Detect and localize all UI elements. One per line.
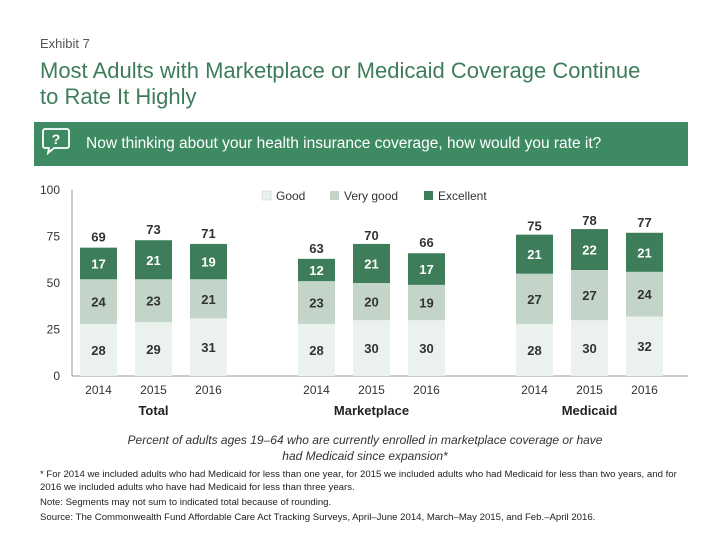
data-label: 24 <box>91 295 106 310</box>
total-label: 70 <box>364 228 378 243</box>
bar-segment-excellent <box>298 258 335 282</box>
bar-segment-excellent <box>80 247 117 280</box>
bar-segment-good <box>298 323 335 376</box>
data-label: 22 <box>582 243 596 258</box>
legend-label: Excellent <box>438 189 487 203</box>
footnote-star: * For 2014 we included adults who had Me… <box>40 469 677 493</box>
legend-label: Good <box>276 189 305 203</box>
question-bubble-icon: ? <box>42 128 70 155</box>
data-label: 21 <box>527 247 541 262</box>
bar-segment-very-good <box>571 269 608 321</box>
bar-segment-good <box>408 320 445 376</box>
x-tick-label: 2014 <box>85 383 112 397</box>
data-label: 27 <box>582 288 596 303</box>
total-label: 63 <box>309 241 323 256</box>
chart-subtitle: Percent of adults ages 19–64 who are cur… <box>127 433 603 463</box>
bar-segment-good <box>571 320 608 376</box>
svg-text:?: ? <box>52 131 61 147</box>
bar-segment-very-good <box>353 283 390 321</box>
y-tick-label: 100 <box>40 183 60 197</box>
data-label: 17 <box>419 262 433 277</box>
data-label: 12 <box>309 263 323 278</box>
x-tick-label: 2016 <box>195 383 222 397</box>
data-label: 28 <box>527 343 541 358</box>
x-tick-label: 2016 <box>413 383 440 397</box>
legend-label: Very good <box>344 189 398 203</box>
data-label: 28 <box>91 343 105 358</box>
data-label: 32 <box>637 339 651 354</box>
y-tick-label: 0 <box>53 369 60 383</box>
bar-segment-good <box>626 316 663 376</box>
data-label: 21 <box>201 292 215 307</box>
data-label: 30 <box>364 341 378 356</box>
group-label: Marketplace <box>334 403 409 418</box>
data-label: 19 <box>419 296 433 311</box>
bar-segment-good <box>80 323 117 376</box>
question-text: Now thinking about your health insurance… <box>86 135 602 152</box>
bar-segment-very-good <box>408 284 445 321</box>
total-label: 78 <box>582 213 596 228</box>
bar-segment-very-good <box>298 281 335 324</box>
x-tick-label: 2014 <box>303 383 330 397</box>
x-tick-label: 2016 <box>631 383 658 397</box>
data-label: 20 <box>364 295 378 310</box>
data-label: 24 <box>637 287 652 302</box>
group-label: Medicaid <box>562 403 618 418</box>
data-label: 27 <box>527 292 541 307</box>
bar-segment-very-good <box>135 279 172 323</box>
data-label: 30 <box>582 341 596 356</box>
source-label: Source: <box>40 512 74 523</box>
group-label: Total <box>138 403 168 418</box>
data-label: 21 <box>146 253 160 268</box>
bar-segment-good <box>516 323 553 376</box>
data-label: 31 <box>201 340 215 355</box>
total-label: 77 <box>637 215 651 230</box>
source-text: The Commonwealth Fund Affordable Care Ac… <box>75 512 596 523</box>
bar-segment-excellent <box>190 243 227 280</box>
page-title: Most Adults with Marketplace or Medicaid… <box>40 58 641 109</box>
data-label: 17 <box>91 256 105 271</box>
data-label: 28 <box>309 343 323 358</box>
bar-segment-excellent <box>626 232 663 272</box>
legend-swatch <box>261 190 272 201</box>
total-label: 73 <box>146 222 160 237</box>
data-label: 19 <box>201 255 215 270</box>
legend-swatch <box>424 191 433 200</box>
stacked-bar-chart: 0 25 50 75 100 Good Very good Excellent 28 24 17 69… <box>40 183 688 418</box>
bar-segment-very-good <box>626 271 663 317</box>
bar-segment-very-good <box>80 279 117 324</box>
data-label: 23 <box>146 294 160 309</box>
bar-segment-good <box>353 320 390 376</box>
total-label: 71 <box>201 226 215 241</box>
footnote-source: Source: The Commonwealth Fund Affordable… <box>40 511 690 524</box>
x-tick-label: 2015 <box>576 383 603 397</box>
total-label: 69 <box>91 230 105 245</box>
y-tick-label: 25 <box>47 323 61 337</box>
y-tick-label: 75 <box>47 230 61 244</box>
data-label: 21 <box>637 245 651 260</box>
bar-segment-very-good <box>516 273 553 324</box>
bar-segment-excellent <box>408 253 445 285</box>
bar-segment-good <box>190 318 227 376</box>
bar-segment-excellent <box>571 229 608 270</box>
question-banner: ? Now thinking about your health insuran… <box>34 122 688 166</box>
legend-swatch <box>330 191 339 200</box>
x-tick-label: 2015 <box>140 383 167 397</box>
data-label: 29 <box>146 342 160 357</box>
total-label: 75 <box>527 219 541 234</box>
bar-segment-excellent <box>353 243 390 283</box>
bar-segment-good <box>135 322 172 376</box>
data-label: 23 <box>309 296 323 311</box>
exhibit-label: Exhibit 7 <box>40 36 90 51</box>
total-label: 66 <box>419 235 433 250</box>
y-tick-label: 50 <box>47 276 61 290</box>
data-label: 21 <box>364 256 378 271</box>
x-tick-label: 2014 <box>521 383 548 397</box>
bar-segment-very-good <box>190 279 227 319</box>
bar-segment-excellent <box>135 240 172 280</box>
data-label: 30 <box>419 341 433 356</box>
bar-segment-excellent <box>516 234 553 274</box>
x-tick-label: 2015 <box>358 383 385 397</box>
footnote-note: Note: Segments may not sum to indicated … <box>40 497 332 508</box>
